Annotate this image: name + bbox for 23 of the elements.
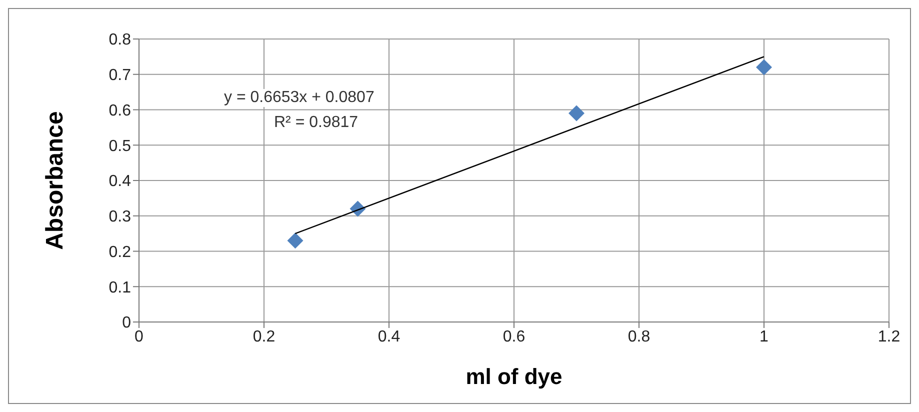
x-tick-label: 0 bbox=[134, 328, 144, 346]
y-tick-label: 0.5 bbox=[108, 138, 132, 155]
y-tick-label: 0.4 bbox=[108, 173, 132, 190]
x-tick-label: 1.2 bbox=[878, 328, 900, 346]
annotation: R² = 0.9817 bbox=[274, 114, 358, 132]
x-tick-label: 0.2 bbox=[252, 328, 276, 346]
point bbox=[287, 232, 304, 249]
y-tick-label: 0.3 bbox=[108, 208, 132, 226]
y-tick-label: 0.6 bbox=[108, 102, 132, 120]
y-axis-title: Absorbance bbox=[42, 111, 69, 250]
y-tick-label: 0.8 bbox=[108, 32, 132, 49]
point bbox=[756, 59, 772, 76]
y-tick-label: 0.2 bbox=[108, 244, 132, 261]
y-tick-label: 0.7 bbox=[108, 67, 132, 84]
x-tick-label: 0.4 bbox=[378, 328, 400, 346]
x-tick-label: 0.6 bbox=[502, 328, 526, 346]
x-tick-label: 0.8 bbox=[628, 328, 650, 346]
point bbox=[568, 105, 584, 122]
y-tick-label: 0 bbox=[122, 314, 132, 332]
y-tick-label: 0.1 bbox=[108, 279, 132, 296]
x-tick-label: 1 bbox=[760, 328, 769, 346]
annotation: y = 0.6653x + 0.0807 bbox=[224, 89, 374, 107]
x-axis-title: ml of dye bbox=[466, 364, 562, 389]
